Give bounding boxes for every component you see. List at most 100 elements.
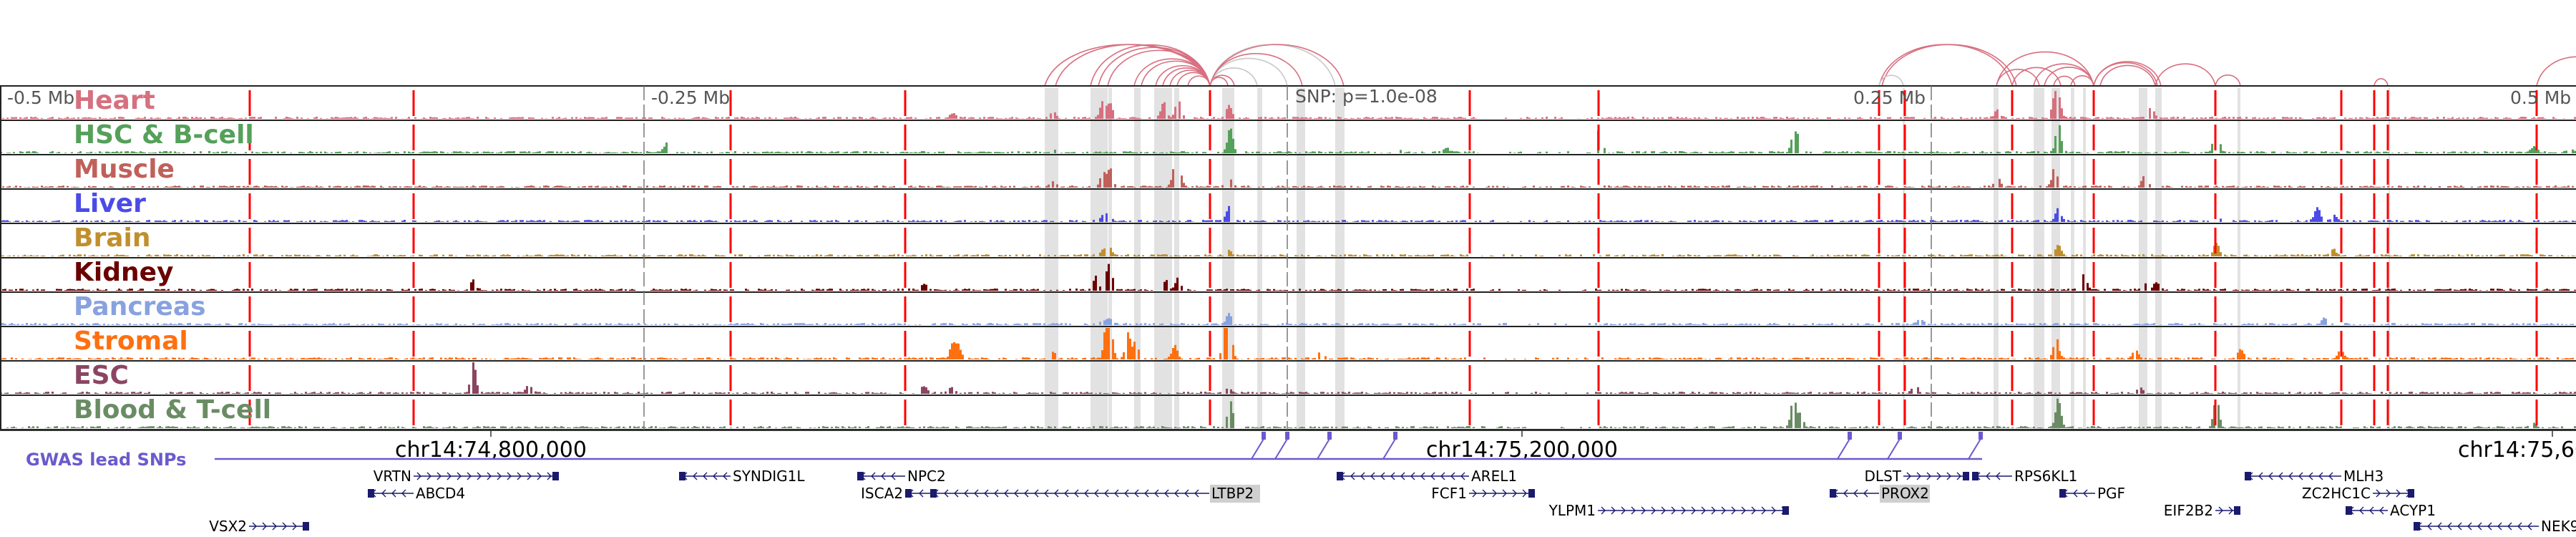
- strand-arrow-icon: [1472, 489, 1527, 498]
- chromatin-loop-arc: [2011, 67, 2062, 87]
- highlight-band: [1174, 88, 1179, 430]
- gene-ltbp2[interactable]: LTBP2: [930, 485, 1260, 503]
- gene-acyp1[interactable]: ACYP1: [2346, 502, 2436, 519]
- gene-vrtn[interactable]: VRTN: [374, 468, 559, 485]
- gene-prox2[interactable]: PROX2: [1830, 485, 1930, 503]
- highlight-band: [1045, 88, 1058, 430]
- track-labels: Heart HSC & B-cell Muscle Liver Brain Kidney P…: [74, 86, 271, 425]
- signal-track-pancreas: [0, 313, 2574, 325]
- highlight-band: [2034, 88, 2044, 430]
- gene-zc2hc1c[interactable]: ZC2HC1C: [2302, 485, 2414, 502]
- highlight-band: [1994, 88, 1999, 430]
- gene-exon: [1963, 472, 1969, 480]
- gene-npc2[interactable]: NPC2: [857, 468, 946, 485]
- chromatin-loop-arc: [1107, 49, 1211, 87]
- strand-arrow-icon: [1601, 506, 1786, 515]
- gene-isca2[interactable]: ISCA2: [861, 485, 930, 502]
- gene-exon: [2059, 489, 2066, 498]
- gene-nek9[interactable]: NEK9: [2414, 518, 2576, 535]
- gene-exon: [2234, 506, 2240, 515]
- gene-ylpm1[interactable]: YLPM1: [1548, 502, 1789, 519]
- track-label: Liver: [74, 189, 146, 218]
- highlight-band: [2083, 88, 2086, 430]
- gene-exon: [679, 472, 686, 480]
- gwas-snp-marker[interactable]: [1285, 432, 1289, 440]
- gwas-track: GWAS lead SNPs: [26, 432, 1983, 470]
- gene-arel1[interactable]: AREL1: [1337, 468, 1517, 485]
- signal-track-esc: [0, 362, 2576, 394]
- chromatin-loop-arc: [1996, 69, 2040, 87]
- gwas-snp-marker[interactable]: [1898, 432, 1902, 440]
- strand-arrow-icon: [2376, 489, 2411, 498]
- gene-exon: [2414, 522, 2420, 531]
- chromatin-loop-arc: [1187, 75, 1211, 87]
- highlight-band: [1903, 88, 1905, 430]
- signal-track-liver: [0, 205, 2576, 222]
- chromatin-loop-arc: [1209, 44, 1345, 87]
- gene-exon: [1972, 472, 1979, 480]
- highlight-bands: [1045, 88, 2390, 430]
- gene-highlight: [1880, 485, 1930, 503]
- gwas-snp-marker[interactable]: [1262, 432, 1266, 440]
- gwas-snp-marker[interactable]: [1979, 432, 1983, 440]
- signal-track-muscle: [2, 168, 2574, 188]
- gene-label: LTBP2: [1211, 485, 1254, 502]
- chromatin-loop-arc: [2373, 78, 2389, 87]
- gene-label: RPS6KL1: [2014, 468, 2077, 485]
- reference-lines: [643, 86, 1932, 430]
- track-label: Stromal: [74, 326, 188, 356]
- signal-track-kidney: [2, 263, 2576, 291]
- highlight-band: [2155, 88, 2162, 430]
- gene-dlst[interactable]: DLST: [1865, 468, 1969, 485]
- gene-syndig1l[interactable]: SYNDIG1L: [679, 468, 805, 485]
- chromatin-loops: [1044, 44, 2576, 87]
- strand-arrow-icon: [2218, 506, 2233, 515]
- chromatin-loop-arc: [2070, 75, 2094, 87]
- gene-vsx2[interactable]: VSX2: [209, 518, 309, 535]
- highlight-band: [2389, 88, 2390, 430]
- gwas-snp-connector: [1382, 438, 1396, 460]
- gwas-snp-connector: [1317, 438, 1330, 460]
- gene-rps6kl1[interactable]: RPS6KL1: [1972, 468, 2077, 485]
- gene-label: MLH3: [2343, 468, 2384, 485]
- gene-fcf1[interactable]: FCF1: [1431, 485, 1535, 502]
- gene-label: AREL1: [1471, 468, 1517, 485]
- gwas-snp-marker[interactable]: [1327, 432, 1332, 440]
- axis-offset-label: 0.25 Mb: [1853, 87, 1926, 108]
- gene-pgf[interactable]: PGF: [2059, 485, 2125, 502]
- track-label: Blood & T-cell: [74, 395, 271, 425]
- signal-tracks: [0, 91, 2576, 428]
- gwas-snp-connector: [1968, 438, 1981, 460]
- gwas-snp-marker[interactable]: [1393, 432, 1397, 440]
- gene-exon: [1528, 489, 1535, 498]
- track-label: Brain: [74, 223, 150, 253]
- strand-arrow-icon: [252, 522, 297, 531]
- gwas-snp-connector: [1837, 438, 1850, 460]
- gene-label: ACYP1: [2390, 502, 2436, 519]
- gene-mlh3[interactable]: MLH3: [2245, 468, 2384, 485]
- chromatin-loop-arc: [2155, 63, 2216, 87]
- chromatin-loop-arc: [1878, 74, 1904, 87]
- gene-label: PGF: [2097, 485, 2125, 502]
- gene-exon: [368, 489, 374, 498]
- gwas-snp-connector: [1274, 438, 1288, 460]
- highlight-band: [1154, 88, 1172, 430]
- axis-offset-label: -0.25 Mb: [651, 87, 730, 108]
- gene-abcd4[interactable]: ABCD4: [368, 485, 465, 502]
- highlight-band: [1335, 88, 1345, 430]
- chromatin-loop-arc: [2099, 64, 2156, 87]
- track-label: Heart: [74, 86, 155, 115]
- gene-label: DLST: [1865, 468, 1902, 485]
- chromatin-loop-arc: [1878, 44, 2013, 87]
- gwas-snp-connector: [1251, 438, 1264, 460]
- gene-label: ISCA2: [861, 485, 903, 502]
- gwas-snp-marker[interactable]: [1848, 432, 1852, 440]
- axis-offset-label: -0.5 Mb: [7, 87, 74, 108]
- gene-label: FCF1: [1431, 485, 1467, 502]
- chromatin-loop-arc: [2215, 74, 2241, 87]
- track-label: Pancreas: [74, 292, 206, 321]
- gene-eif2b2[interactable]: EIF2B2: [2164, 502, 2240, 519]
- gene-label: PROX2: [1881, 485, 1929, 502]
- gene-label: VRTN: [374, 468, 411, 485]
